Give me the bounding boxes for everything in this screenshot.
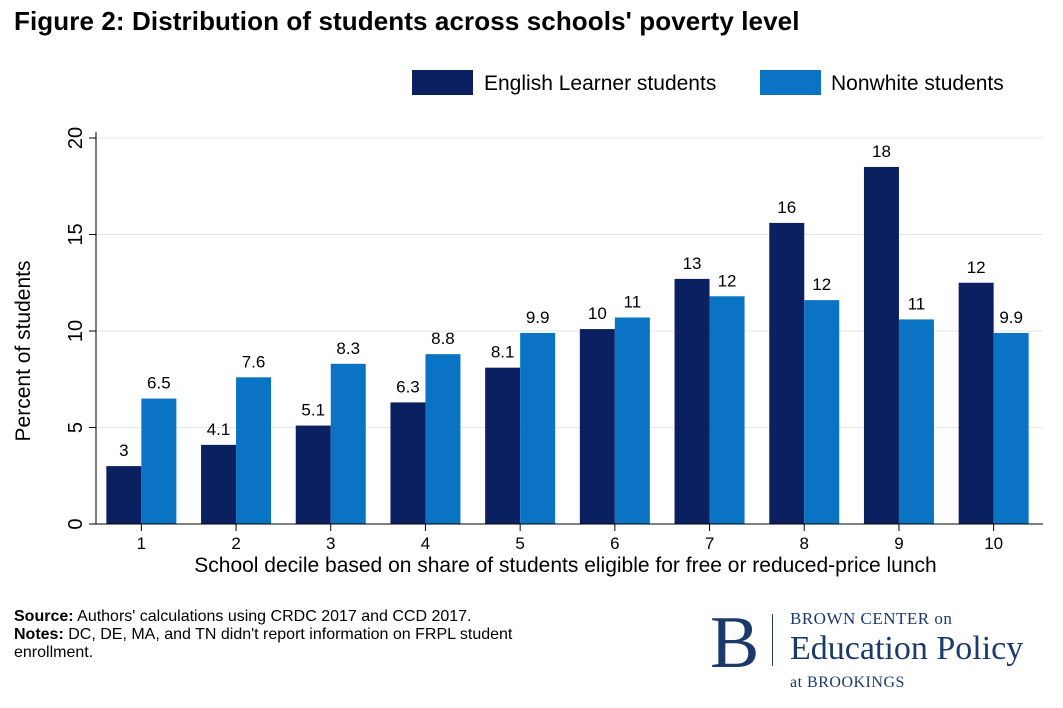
- bar-value-label: 6.3: [396, 377, 420, 396]
- bar-nonwhite: [236, 377, 272, 524]
- y-tick-label: 20: [65, 127, 87, 149]
- bar-value-label: 9.9: [526, 308, 550, 327]
- figure-title: Figure 2: Distribution of students acros…: [14, 6, 800, 36]
- x-tick-label: 5: [515, 534, 524, 553]
- bar-nonwhite: [898, 319, 934, 524]
- source-label: Source:: [14, 608, 74, 625]
- bar-nonwhite: [425, 354, 461, 524]
- x-tick-label: 9: [894, 534, 903, 553]
- legend: English Learner students Nonwhite student…: [412, 70, 1004, 95]
- bar-labels: 3 6.5 4.1 7.6 5.1 8.3 6.3 8.8 8.1 9.9 10 11 13 12 16 12…: [119, 142, 1023, 460]
- bar-value-label: 12: [812, 275, 831, 294]
- bar-nonwhite: [614, 317, 650, 524]
- bar-value-label: 8.1: [491, 343, 515, 362]
- bar-english-learner: [106, 466, 142, 524]
- bar-nonwhite: [141, 398, 177, 524]
- y-tick-label: 0: [65, 518, 87, 529]
- source-text: Authors' calculations using CRDC 2017 an…: [73, 608, 472, 625]
- logo-letter: B: [710, 602, 760, 684]
- y-tick-label: 15: [65, 223, 87, 245]
- bar-english-learner: [674, 278, 710, 524]
- bar-value-label: 8.8: [431, 329, 455, 348]
- bar-value-label: 12: [967, 258, 986, 277]
- notes-text: DC, DE, MA, and TN didn't report informa…: [14, 626, 513, 661]
- legend-swatch-english-learner: [412, 70, 473, 95]
- bar-value-label: 3: [119, 441, 128, 460]
- bar-nonwhite: [520, 332, 556, 524]
- bar-value-label: 9.9: [999, 308, 1023, 327]
- logo-divider: [772, 614, 773, 666]
- x-tick-label: 6: [610, 534, 619, 553]
- x-tick-label: 2: [231, 534, 240, 553]
- legend-label-english-learner: English Learner students: [484, 72, 716, 95]
- chart-panel: 0 5 10 15 20 1 2 3 4 5 6 7 8 9 10 3 6.5 4.1 7.6 5.1 8.3 6.3 8…: [0, 54, 1063, 592]
- legend-label-nonwhite: Nonwhite students: [831, 72, 1004, 95]
- bar-english-learner: [863, 166, 899, 524]
- y-tick-label: 10: [65, 320, 87, 342]
- bar-english-learner: [769, 222, 805, 525]
- y-tick-label: 5: [65, 422, 87, 433]
- notes-label: Notes:: [14, 626, 64, 643]
- bar-value-label: 18: [872, 142, 891, 161]
- x-tick-label: 3: [326, 534, 335, 553]
- bar-nonwhite: [804, 300, 840, 524]
- x-tick-label: 4: [421, 534, 430, 553]
- bar-nonwhite: [330, 363, 366, 524]
- source-line: Source: Authors' calculations using CRDC…: [14, 608, 614, 626]
- y-axis-label: Percent of students: [12, 261, 35, 442]
- bars: [106, 166, 1029, 525]
- logo-line-1: BROWN CENTER on: [790, 609, 953, 628]
- bar-nonwhite: [709, 296, 745, 524]
- logo-line-2: Education Policy: [790, 630, 1024, 667]
- bar-nonwhite: [993, 332, 1029, 524]
- x-tick-label: 7: [705, 534, 714, 553]
- bar-english-learner: [485, 367, 521, 524]
- notes-line: Notes: DC, DE, MA, and TN didn't report …: [14, 626, 574, 662]
- bar-value-label: 5.1: [301, 401, 325, 420]
- bar-value-label: 8.3: [336, 339, 360, 358]
- x-axis-label: School decile based on share of students…: [194, 554, 936, 577]
- footer-notes: Source: Authors' calculations using CRDC…: [14, 608, 614, 662]
- brookings-logo: B BROWN CENTER on Education Policy at BR…: [710, 606, 1055, 696]
- bar-value-label: 4.1: [207, 420, 231, 439]
- bar-english-learner: [390, 402, 426, 524]
- bar-english-learner: [295, 425, 331, 524]
- bar-value-label: 13: [683, 254, 702, 273]
- bar-value-label: 10: [588, 304, 607, 323]
- x-tick-label: 10: [984, 534, 1003, 553]
- bar-value-label: 7.6: [242, 352, 266, 371]
- bar-english-learner: [201, 444, 237, 524]
- x-tick-label: 1: [137, 534, 146, 553]
- legend-swatch-nonwhite: [760, 70, 821, 95]
- bar-value-label: 6.5: [147, 374, 171, 393]
- bar-value-label: 11: [908, 294, 926, 313]
- bar-value-label: 16: [777, 198, 796, 217]
- logo-line-3: at BROOKINGS: [790, 674, 905, 691]
- bar-value-label: 11: [624, 292, 642, 311]
- bar-value-label: 12: [718, 271, 737, 290]
- x-tick-label: 8: [800, 534, 809, 553]
- bar-english-learner: [958, 282, 994, 524]
- bar-english-learner: [579, 329, 615, 524]
